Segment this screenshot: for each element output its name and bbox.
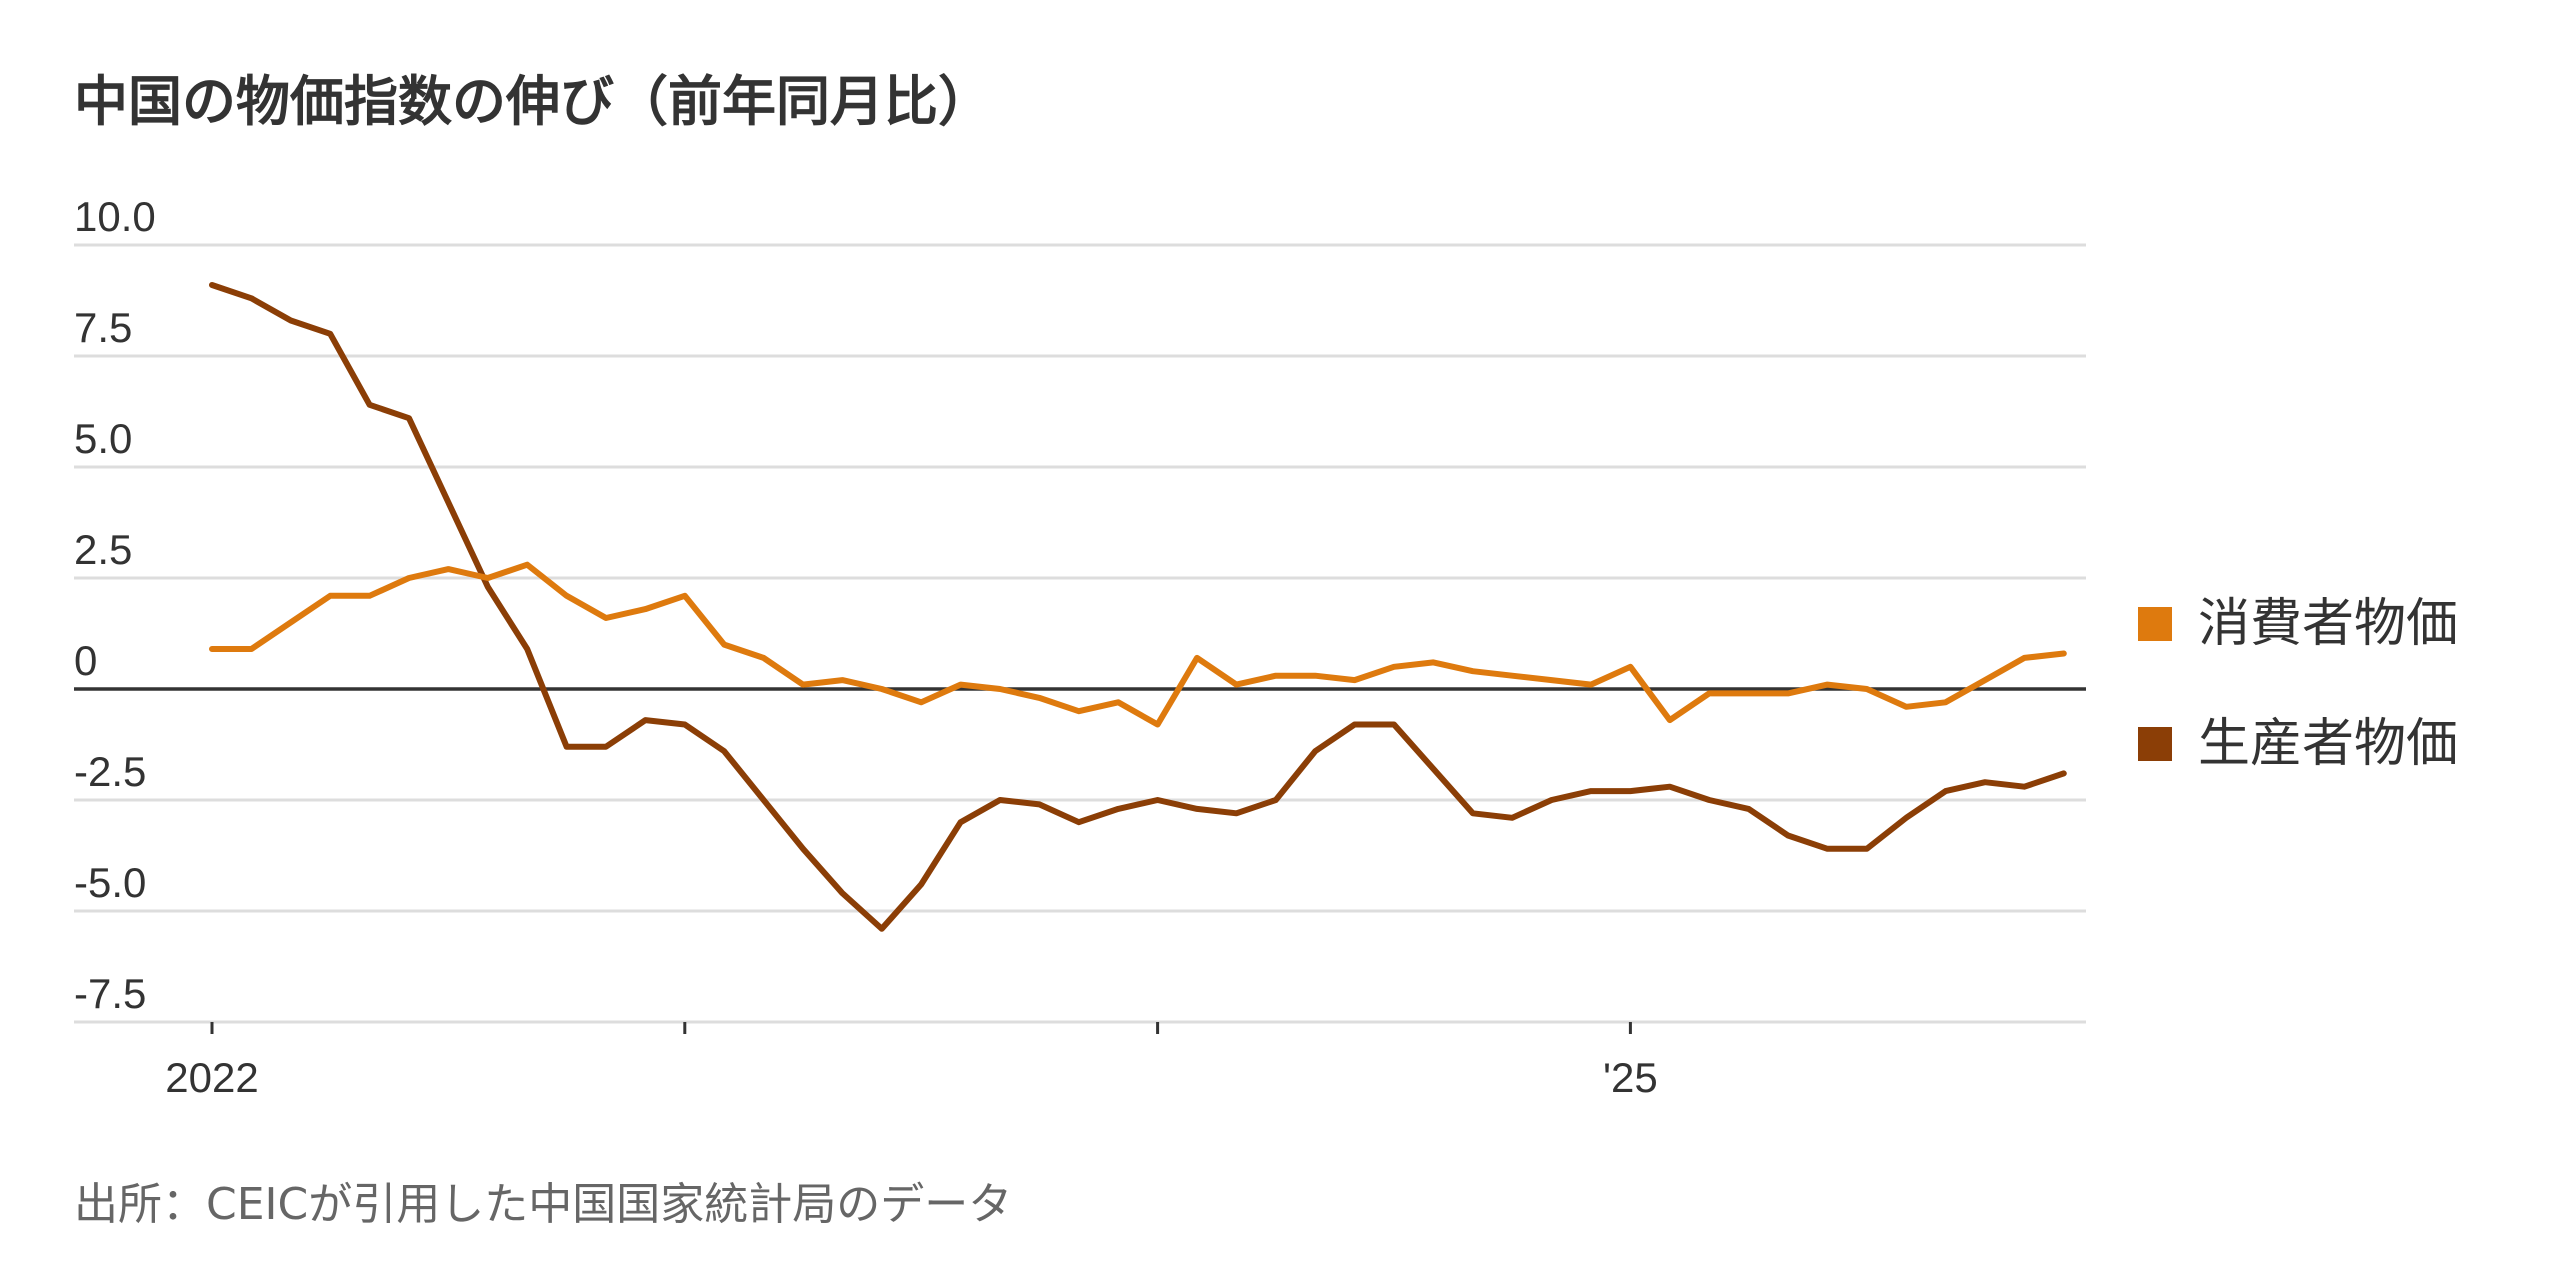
y-tick-label: -2.5 xyxy=(74,748,146,795)
y-tick-label: 10.0 xyxy=(74,193,156,240)
x-tick-label: '25 xyxy=(1603,1054,1658,1101)
y-axis-ticks: 10.0 7.5 5.0 2.5 0 -2.5 -5.0 -7.5 xyxy=(74,193,156,1017)
x-axis-ticks: 2022 '25 xyxy=(165,1022,1658,1101)
legend-swatch xyxy=(2138,607,2172,641)
y-tick-label: 2.5 xyxy=(74,526,132,573)
legend-swatch xyxy=(2138,727,2172,761)
series-line-cpi xyxy=(209,561,2067,728)
source-note: 出所：CEICが引用した中国国家統計局のデータ xyxy=(74,1179,1013,1230)
y-tick-label: -7.5 xyxy=(74,970,146,1017)
y-tick-label: 5.0 xyxy=(74,415,132,462)
series-line-ppi xyxy=(209,282,2067,932)
legend-label: 消費者物価 xyxy=(2198,594,2458,654)
series-lines xyxy=(209,282,2067,932)
y-tick-label: -5.0 xyxy=(74,859,146,906)
y-tick-label: 0 xyxy=(74,637,97,684)
x-tick-label: 2022 xyxy=(165,1054,258,1101)
gridlines xyxy=(74,243,2086,1024)
chart-title: 中国の物価指数の伸び（前年同月比） xyxy=(74,70,992,133)
y-tick-label: 7.5 xyxy=(74,304,132,351)
legend-label: 生産者物価 xyxy=(2198,714,2458,774)
